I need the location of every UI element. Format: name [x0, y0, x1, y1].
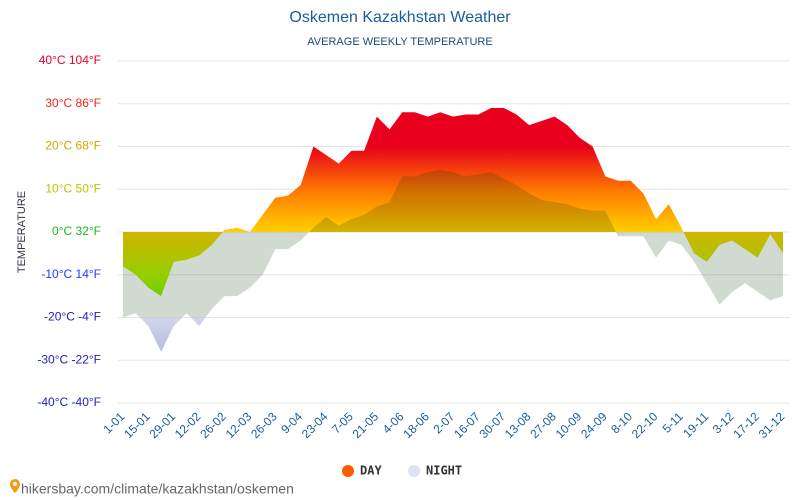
y-tick-label: -10°C 14°F	[41, 267, 101, 281]
x-tick-label: 10-09	[553, 409, 585, 441]
x-tick-label: 18-06	[400, 409, 432, 441]
x-tick-label: 19-11	[680, 409, 711, 440]
footer: hikersbay.com/climate/kazakhstan/oskemen	[10, 479, 294, 497]
pin-dot	[13, 482, 17, 486]
x-tick-label: 15-01	[121, 409, 153, 441]
footer-text: hikersbay.com/climate/kazakhstan/oskemen	[21, 481, 294, 497]
x-tick-label: 24-09	[578, 409, 610, 441]
y-tick-label: -30°C -22°F	[37, 352, 101, 366]
x-tick-label: 21-05	[350, 409, 382, 441]
x-tick-label: 26-02	[197, 409, 229, 441]
y-tick-label: -20°C -4°F	[44, 310, 101, 324]
x-tick-label: 17-12	[730, 409, 762, 441]
x-tick-label: 29-01	[147, 409, 179, 441]
x-tick-label: 16-07	[451, 409, 483, 441]
y-tick-label: 0°C 32°F	[52, 224, 101, 238]
y-tick-label: -40°C -40°F	[37, 395, 101, 409]
y-tick-label: 10°C 50°F	[45, 181, 101, 195]
area-night	[123, 170, 783, 352]
y-axis-label: TEMPERATURE	[16, 191, 28, 273]
y-tick-label: 20°C 68°F	[45, 139, 101, 153]
x-tick-label: 12-02	[172, 409, 204, 441]
x-tick-label: 22-10	[629, 409, 661, 441]
x-tick-label: 12-03	[223, 409, 255, 441]
x-tick-label: 23-04	[299, 409, 331, 441]
y-tick-label: 40°C 104°F	[39, 53, 101, 67]
x-tick-label: 31-12	[756, 409, 788, 441]
chart-title: Oskemen Kazakhstan Weather	[289, 9, 511, 26]
legend-label: NIGHT	[426, 464, 462, 478]
chart-subtitle: AVERAGE WEEKLY TEMPERATURE	[307, 36, 492, 48]
y-tick-label: 30°C 86°F	[45, 96, 101, 110]
legend-label: DAY	[360, 464, 382, 478]
x-tick-label: 27-08	[527, 409, 559, 441]
legend-marker	[342, 465, 354, 477]
x-tick-label: 30-07	[477, 409, 509, 441]
x-tick-label: 26-03	[248, 409, 280, 441]
legend-marker	[408, 465, 420, 477]
x-tick-label: 13-08	[502, 409, 534, 441]
